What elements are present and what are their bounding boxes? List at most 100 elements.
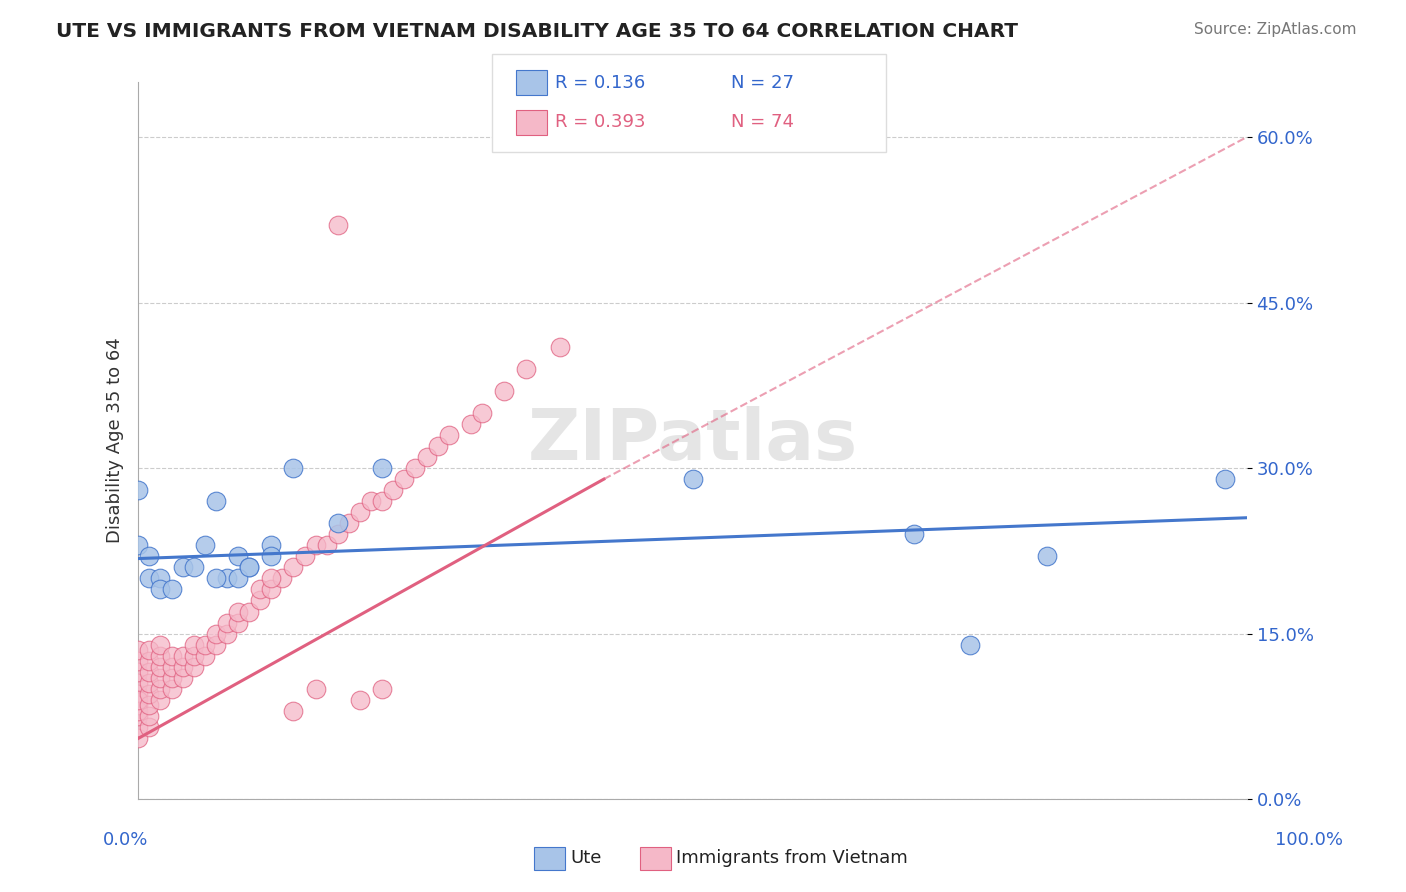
Point: [249, 582, 271, 597]
Point: [149, 681, 172, 696]
Point: [315, 538, 337, 552]
Text: Immigrants from Vietnam: Immigrants from Vietnam: [676, 849, 908, 867]
Point: [127, 698, 149, 713]
Point: [138, 687, 160, 701]
Point: [903, 527, 925, 541]
Point: [1036, 549, 1059, 564]
Point: [682, 472, 704, 486]
Point: [215, 571, 238, 585]
Point: [371, 494, 394, 508]
Point: [494, 384, 516, 398]
Point: [127, 483, 149, 497]
Point: [172, 648, 194, 663]
Point: [304, 538, 326, 552]
Point: [260, 582, 283, 597]
Text: Ute: Ute: [571, 849, 602, 867]
Text: N = 74: N = 74: [731, 113, 794, 131]
Point: [127, 731, 149, 746]
Point: [149, 638, 172, 652]
Point: [194, 638, 217, 652]
Text: ZIPatlas: ZIPatlas: [527, 406, 858, 475]
Point: [382, 483, 405, 497]
Point: [515, 361, 537, 376]
Point: [138, 665, 160, 680]
Point: [1213, 472, 1236, 486]
Point: [415, 450, 437, 464]
Point: [326, 516, 349, 531]
Point: [138, 720, 160, 734]
Point: [127, 676, 149, 690]
Point: [183, 648, 205, 663]
Point: [127, 687, 149, 701]
Point: [138, 643, 160, 657]
Point: [304, 681, 326, 696]
Point: [959, 638, 981, 652]
Point: [205, 638, 228, 652]
Point: [283, 704, 305, 718]
Point: [127, 643, 149, 657]
Point: [183, 659, 205, 673]
Point: [326, 219, 349, 233]
Point: [360, 494, 382, 508]
Point: [138, 549, 160, 564]
Point: [149, 693, 172, 707]
Point: [138, 571, 160, 585]
Point: [238, 560, 260, 574]
Point: [271, 571, 294, 585]
Point: [183, 638, 205, 652]
Point: [426, 439, 449, 453]
Point: [183, 560, 205, 574]
Point: [394, 472, 416, 486]
Point: [160, 582, 183, 597]
Point: [127, 720, 149, 734]
Text: 100.0%: 100.0%: [1275, 831, 1343, 849]
Point: [149, 671, 172, 685]
Point: [127, 709, 149, 723]
Point: [149, 659, 172, 673]
Point: [283, 560, 305, 574]
Text: Source: ZipAtlas.com: Source: ZipAtlas.com: [1194, 22, 1357, 37]
Point: [205, 494, 228, 508]
Point: [172, 671, 194, 685]
Point: [160, 659, 183, 673]
Point: [160, 648, 183, 663]
Point: [205, 571, 228, 585]
Point: [460, 417, 482, 431]
Point: [138, 698, 160, 713]
Point: [238, 560, 260, 574]
Point: [172, 659, 194, 673]
Point: [138, 709, 160, 723]
Point: [471, 406, 494, 420]
Point: [349, 693, 371, 707]
Point: [127, 693, 149, 707]
Point: [437, 428, 460, 442]
Point: [194, 538, 217, 552]
Point: [172, 560, 194, 574]
Point: [371, 681, 394, 696]
Point: [404, 461, 426, 475]
Point: [371, 461, 394, 475]
Point: [138, 654, 160, 668]
Point: [127, 538, 149, 552]
Text: 0.0%: 0.0%: [103, 831, 148, 849]
Point: [194, 648, 217, 663]
Text: R = 0.136: R = 0.136: [555, 74, 645, 92]
Point: [337, 516, 360, 531]
Point: [127, 704, 149, 718]
Y-axis label: Disability Age 35 to 64: Disability Age 35 to 64: [107, 338, 124, 543]
Point: [160, 671, 183, 685]
Point: [294, 549, 316, 564]
Point: [226, 571, 249, 585]
Point: [326, 527, 349, 541]
Point: [226, 615, 249, 630]
Text: UTE VS IMMIGRANTS FROM VIETNAM DISABILITY AGE 35 TO 64 CORRELATION CHART: UTE VS IMMIGRANTS FROM VIETNAM DISABILIT…: [56, 22, 1018, 41]
Text: R = 0.393: R = 0.393: [555, 113, 645, 131]
Point: [349, 505, 371, 519]
Point: [127, 654, 149, 668]
Point: [205, 626, 228, 640]
Point: [260, 549, 283, 564]
Point: [149, 648, 172, 663]
Point: [226, 605, 249, 619]
Point: [149, 571, 172, 585]
Point: [283, 461, 305, 475]
